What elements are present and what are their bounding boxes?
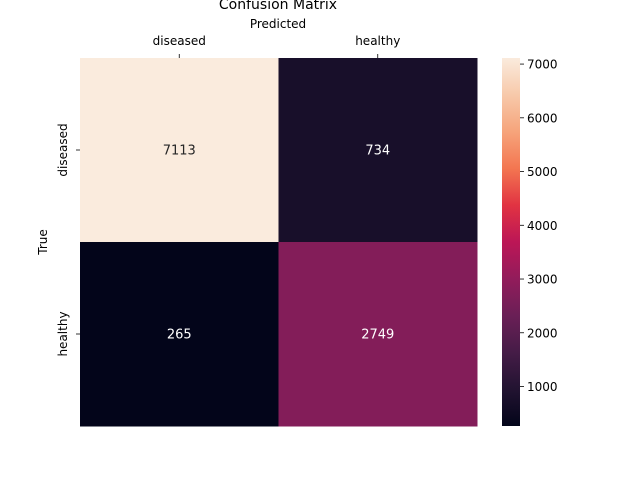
colorbar-gradient <box>502 58 520 426</box>
x-tick-label: diseased <box>153 34 206 48</box>
y-tick-label: healthy <box>56 311 70 356</box>
colorbar-tick-label: 1000 <box>527 380 558 394</box>
heatmap-cell <box>80 58 279 243</box>
y-ticks: diseased healthy <box>56 123 80 357</box>
colorbar-ticks: 1000 2000 3000 4000 5000 6000 7000 <box>520 58 558 394</box>
x-axis-label: Predicted <box>250 17 306 31</box>
chart-title: Confusion Matrix <box>219 0 337 13</box>
y-tick-label: diseased <box>56 123 70 176</box>
colorbar-tick-label: 2000 <box>527 326 558 340</box>
y-axis-label: True <box>36 229 50 256</box>
colorbar-tick-label: 7000 <box>527 58 558 72</box>
heatmap-annotations: 7113 734 265 2749 <box>163 144 395 343</box>
cell-annotation: 2749 <box>361 328 394 343</box>
x-ticks: diseased healthy <box>153 34 400 58</box>
colorbar-tick-label: 5000 <box>527 165 558 179</box>
heatmap-cell <box>80 242 279 427</box>
colorbar-tick-label: 3000 <box>527 273 558 287</box>
x-tick-label: healthy <box>355 34 400 48</box>
cell-annotation: 7113 <box>163 144 196 159</box>
colorbar: 1000 2000 3000 4000 5000 6000 7000 <box>502 58 558 426</box>
cell-annotation: 265 <box>167 328 192 343</box>
cell-annotation: 734 <box>365 144 390 159</box>
heatmap-cell <box>278 58 478 243</box>
colorbar-tick-label: 4000 <box>527 219 558 233</box>
heatmap-cells <box>80 58 478 427</box>
colorbar-tick-label: 6000 <box>527 111 558 125</box>
heatmap-cell <box>278 242 478 427</box>
